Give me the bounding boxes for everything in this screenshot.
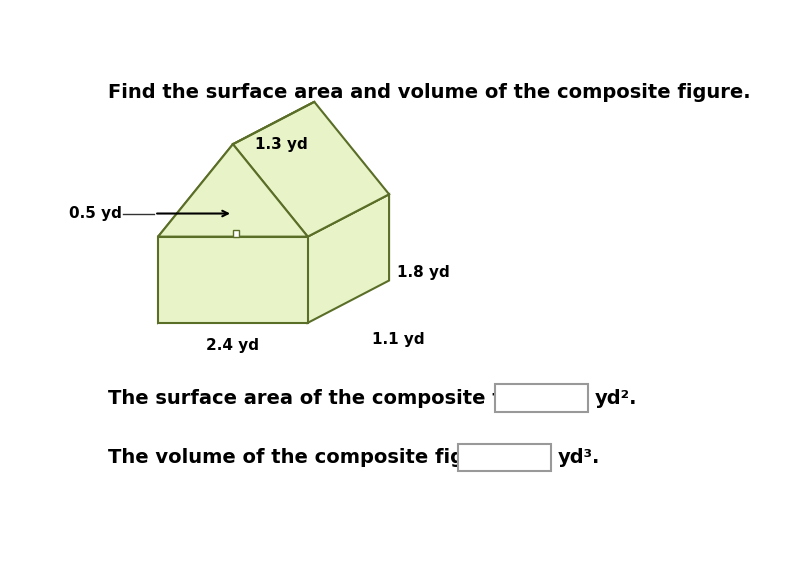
Polygon shape xyxy=(308,194,389,323)
Polygon shape xyxy=(158,144,308,237)
Text: 1.8 yd: 1.8 yd xyxy=(398,265,450,280)
Polygon shape xyxy=(158,237,308,323)
Text: The volume of the composite figure is: The volume of the composite figure is xyxy=(108,448,526,467)
Text: yd².: yd². xyxy=(594,389,637,408)
Polygon shape xyxy=(158,194,239,323)
Bar xyxy=(458,444,551,472)
Text: 0.5 yd: 0.5 yd xyxy=(69,206,122,221)
Text: The surface area of the composite figure is: The surface area of the composite figure… xyxy=(108,389,582,408)
Polygon shape xyxy=(158,194,389,237)
Bar xyxy=(495,384,588,412)
Text: yd³.: yd³. xyxy=(558,448,600,467)
Polygon shape xyxy=(233,102,389,237)
Text: 1.3 yd: 1.3 yd xyxy=(254,136,307,151)
Text: Find the surface area and volume of the composite figure.: Find the surface area and volume of the … xyxy=(108,83,750,101)
Text: 1.1 yd: 1.1 yd xyxy=(372,332,424,347)
Polygon shape xyxy=(233,230,239,237)
Polygon shape xyxy=(158,102,314,237)
Text: 2.4 yd: 2.4 yd xyxy=(206,338,259,354)
